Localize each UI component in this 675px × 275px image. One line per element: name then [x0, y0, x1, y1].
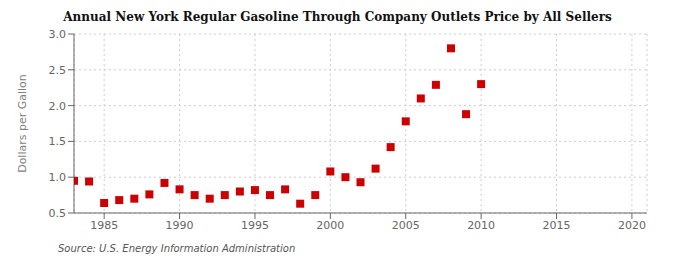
- svg-text:1990: 1990: [166, 219, 194, 232]
- svg-text:2000: 2000: [316, 219, 344, 232]
- svg-text:3.0: 3.0: [49, 28, 67, 41]
- svg-text:1.0: 1.0: [49, 171, 67, 184]
- svg-text:1985: 1985: [90, 219, 118, 232]
- html-text:Source: U.S. Energy Informatio: Source: U.S. Energy Information Administ…: [58, 243, 296, 254]
- svg-text:2015: 2015: [543, 219, 571, 232]
- svg-text:2005: 2005: [392, 219, 420, 232]
- svg-text:2.0: 2.0: [49, 100, 67, 113]
- html-text:Annual New York Regular Gasoli: Annual New York Regular Gasoline Through…: [63, 10, 612, 24]
- svg-text:1.5: 1.5: [49, 135, 67, 148]
- svg-text:1995: 1995: [241, 219, 269, 232]
- svg-text:2.5: 2.5: [49, 64, 67, 77]
- svg-text:2010: 2010: [467, 219, 495, 232]
- svg-text:0.5: 0.5: [49, 207, 67, 220]
- svg-text:Dollars per Gallon: Dollars per Gallon: [16, 74, 29, 173]
- svg-text:2020: 2020: [618, 219, 646, 232]
